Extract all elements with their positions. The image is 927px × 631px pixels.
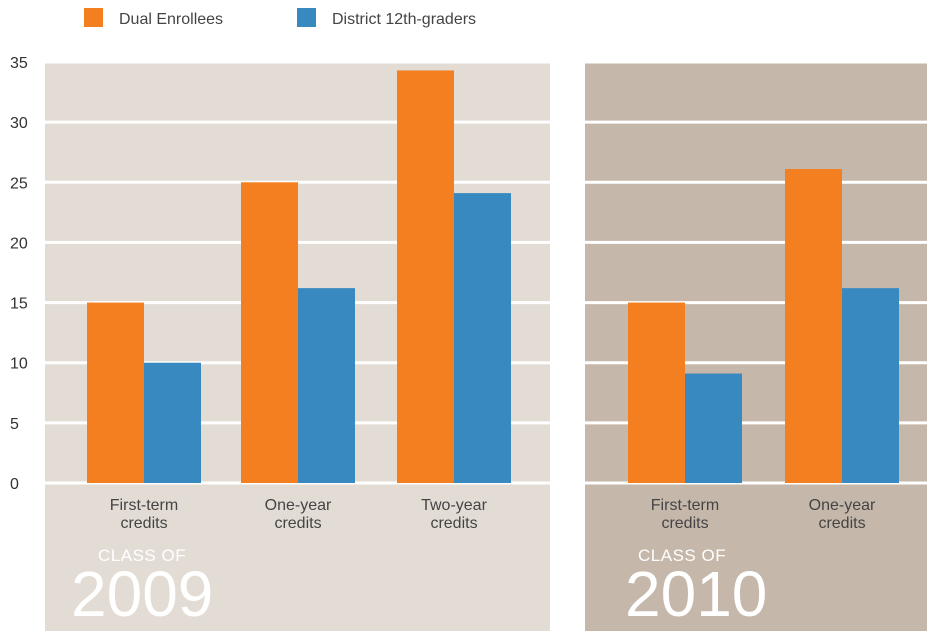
- legend-swatch-1: [297, 8, 316, 27]
- bar-2010-1-0: [785, 169, 842, 483]
- class-of-label-2010: CLASS OF: [638, 546, 726, 565]
- y-tick-label: 35: [10, 55, 28, 72]
- legend-label-1: District 12th-graders: [332, 11, 476, 28]
- category-label-2010-0: First-term: [651, 497, 719, 514]
- category-label-2009-2: Two-year: [421, 497, 487, 514]
- category-label-2009-0: First-term: [110, 497, 178, 514]
- legend-swatch-0: [84, 8, 103, 27]
- y-tick-label: 20: [10, 235, 28, 252]
- category-label-2010-1: One-year: [809, 497, 876, 514]
- bar-2009-2-0: [397, 70, 454, 484]
- bar-2010-0-0: [628, 302, 685, 483]
- category-label-2009-0: credits: [120, 515, 167, 532]
- class-year-2010: 2010: [625, 558, 767, 630]
- y-tick-label: 10: [10, 356, 28, 373]
- bar-2009-1-0: [241, 182, 298, 484]
- category-label-2009-1: credits: [274, 515, 321, 532]
- bar-2009-2-1: [454, 193, 511, 483]
- bar-2009-0-1: [144, 362, 201, 483]
- category-label-2009-2: credits: [430, 515, 477, 532]
- y-tick-label: 25: [10, 175, 28, 192]
- category-label-2010-1: credits: [818, 515, 865, 532]
- y-tick-label: 15: [10, 296, 28, 313]
- bar-2009-0-0: [87, 302, 144, 483]
- y-tick-label: 0: [10, 476, 19, 493]
- y-tick-label: 30: [10, 115, 28, 132]
- class-of-label-2009: CLASS OF: [98, 546, 186, 565]
- category-label-2009-1: One-year: [265, 497, 332, 514]
- bar-2009-1-1: [298, 288, 355, 483]
- y-tick-label: 5: [10, 416, 19, 433]
- bar-2010-0-1: [685, 373, 742, 483]
- class-year-2009: 2009: [71, 558, 213, 630]
- legend-label-0: Dual Enrollees: [119, 11, 223, 28]
- category-label-2010-0: credits: [661, 515, 708, 532]
- bar-2010-1-1: [842, 288, 899, 483]
